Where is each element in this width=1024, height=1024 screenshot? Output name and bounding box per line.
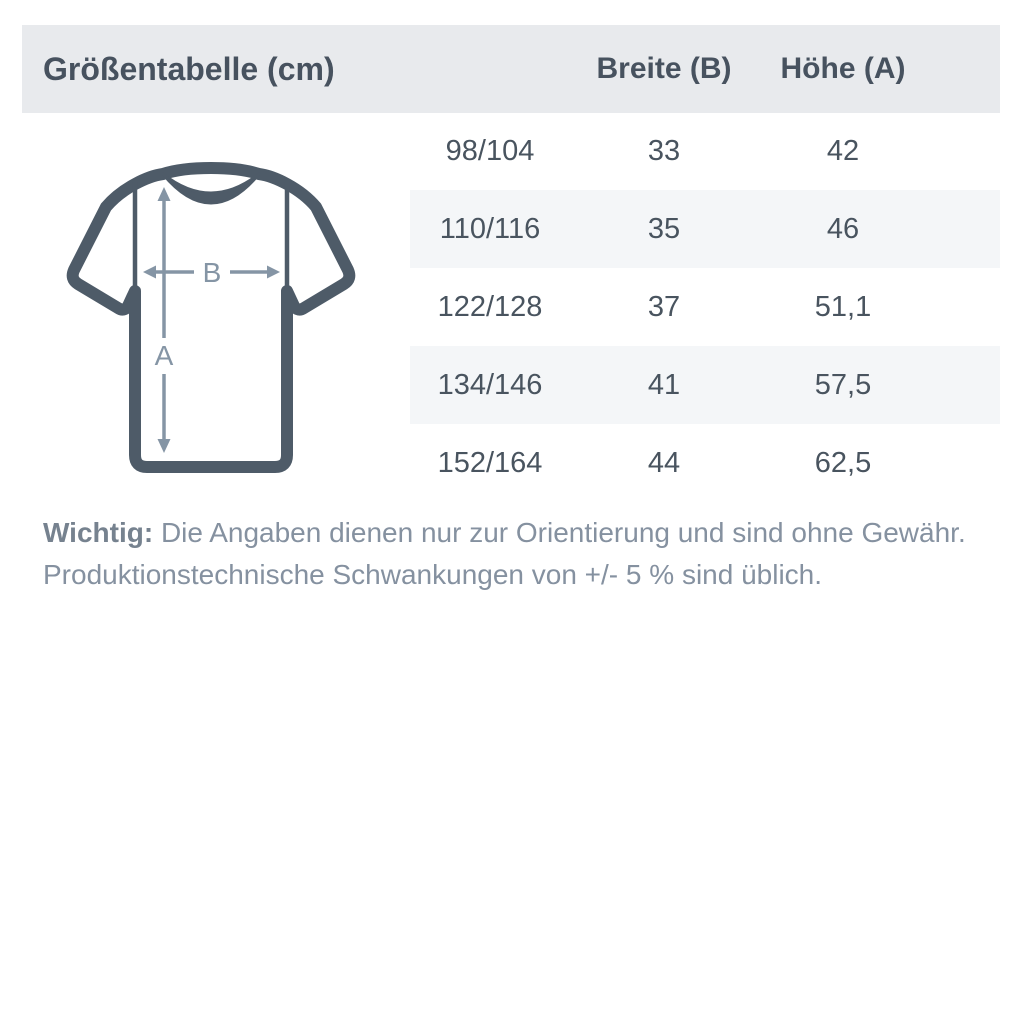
disclaimer-note: Wichtig: Die Angaben dienen nur zur Orie… [43, 512, 983, 596]
column-header-hoehe: Höhe (A) [780, 52, 906, 85]
breite-cell: 37 [647, 290, 681, 323]
size-cell: 110/116 [439, 212, 541, 245]
table-row: 134/146 41 57,5 [410, 346, 1000, 424]
size-cell: 134/146 [437, 368, 543, 401]
hoehe-cell: 42 [826, 134, 860, 167]
disclaimer-important-label: Wichtig: [43, 517, 154, 548]
disclaimer-line2: Produktionstechnische Schwankungen von +… [43, 559, 823, 590]
width-arrow [143, 265, 280, 279]
breite-cell: 35 [647, 212, 681, 245]
size-cell: 122/128 [437, 290, 543, 323]
size-table: 98/104 33 42 110/116 35 46 122/128 37 51… [410, 112, 1000, 502]
column-header-breite: Breite (B) [596, 52, 732, 85]
hoehe-cell: 62,5 [814, 446, 872, 479]
table-row: 122/128 37 51,1 [410, 268, 1000, 346]
hoehe-cell: 57,5 [814, 368, 872, 401]
hoehe-cell: 46 [826, 212, 860, 245]
table-header-bar: Größentabelle (cm) Breite (B) Höhe (A) [22, 25, 1000, 113]
tshirt-outline [66, 162, 356, 473]
table-row: 98/104 33 42 [410, 112, 1000, 190]
page-title: Größentabelle (cm) [43, 51, 335, 87]
height-arrow [157, 187, 171, 453]
breite-cell: 44 [647, 446, 681, 479]
width-label: B [203, 257, 222, 288]
size-cell: 152/164 [437, 446, 543, 479]
disclaimer-line1: Die Angaben dienen nur zur Orientierung … [160, 517, 966, 548]
size-cell: 98/104 [445, 134, 535, 167]
collar-icon [161, 172, 261, 205]
tshirt-icon: B A [66, 162, 356, 473]
breite-cell: 33 [647, 134, 681, 167]
breite-cell: 41 [647, 368, 681, 401]
table-row: 110/116 35 46 [410, 190, 1000, 268]
table-row: 152/164 44 62,5 [410, 424, 1000, 502]
tshirt-diagram: B A [60, 160, 365, 480]
height-label: A [155, 340, 174, 371]
hoehe-cell: 51,1 [814, 290, 872, 323]
